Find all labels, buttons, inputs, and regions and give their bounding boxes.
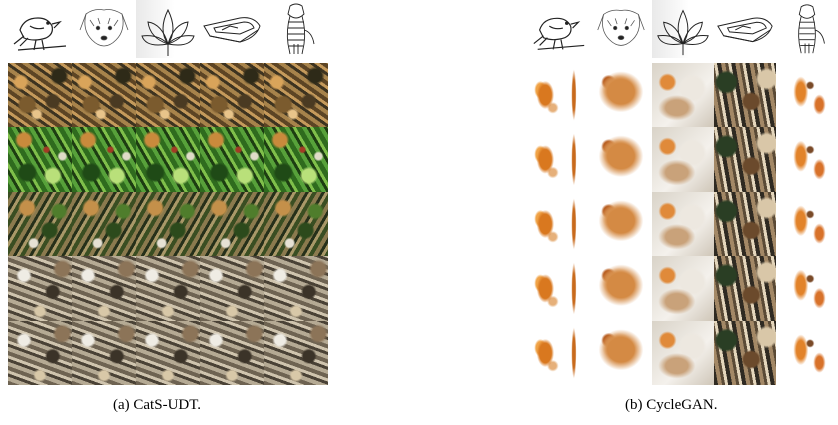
generated-image-tile <box>776 256 838 321</box>
generated-image-tile <box>264 191 328 257</box>
generated-image-tile <box>590 191 652 257</box>
generated-image-tile <box>200 191 264 257</box>
generated-image-tile <box>136 127 200 192</box>
generated-image-tile <box>264 63 328 128</box>
generated-image-tile <box>652 191 714 257</box>
generated-image-tile <box>714 63 776 128</box>
generated-image-tile <box>652 127 714 192</box>
generated-image-tile <box>776 63 838 128</box>
generated-image-tile <box>72 127 136 192</box>
generated-image-tile <box>136 320 200 385</box>
generated-image-tile <box>776 127 838 192</box>
generated-image-tile <box>652 320 714 385</box>
generated-image-tile <box>8 127 72 192</box>
generated-image-tile <box>264 320 328 385</box>
sketch-row <box>8 0 328 58</box>
generated-image-tile <box>72 191 136 257</box>
dog-sketch-icon <box>72 0 136 58</box>
flower-sketch-icon <box>652 0 714 58</box>
generated-image-tile <box>528 256 590 321</box>
generated-image-tile <box>776 191 838 257</box>
bird-sketch-icon <box>528 0 590 58</box>
sketch-row <box>528 0 838 58</box>
generated-image-tile <box>136 256 200 321</box>
flower-sketch-icon <box>136 0 200 58</box>
generated-image-tile <box>714 127 776 192</box>
generated-image-tile <box>8 191 72 257</box>
generated-image-tile <box>200 127 264 192</box>
generated-image-tile <box>264 256 328 321</box>
generated-image-tile <box>590 320 652 385</box>
generated-image-tile <box>714 191 776 257</box>
catsudt-image-grid <box>8 63 328 385</box>
generated-image-tile <box>8 256 72 321</box>
generated-image-tile <box>200 63 264 128</box>
generated-image-tile <box>528 63 590 128</box>
tiger-sketch-icon <box>264 0 328 58</box>
generated-image-tile <box>590 127 652 192</box>
generated-image-tile <box>590 256 652 321</box>
generated-image-tile <box>72 63 136 128</box>
dog-sketch-icon <box>590 0 652 58</box>
bird-sketch-icon <box>8 0 72 58</box>
boat-sketch-icon <box>200 0 264 58</box>
generated-image-tile <box>72 320 136 385</box>
generated-image-tile <box>652 63 714 128</box>
tiger-sketch-icon <box>776 0 838 58</box>
generated-image-tile <box>136 63 200 128</box>
generated-image-tile <box>714 320 776 385</box>
generated-image-tile <box>652 256 714 321</box>
generated-image-tile <box>528 191 590 257</box>
panel-catsudt <box>8 0 328 385</box>
generated-image-tile <box>8 320 72 385</box>
generated-image-tile <box>264 127 328 192</box>
generated-image-tile <box>528 127 590 192</box>
panel-cyclegan <box>528 0 838 385</box>
boat-sketch-icon <box>714 0 776 58</box>
caption-catsudt: (a) CatS-UDT. <box>113 397 202 413</box>
generated-image-tile <box>200 256 264 321</box>
generated-image-tile <box>8 63 72 128</box>
generated-image-tile <box>200 320 264 385</box>
generated-image-tile <box>72 256 136 321</box>
generated-image-tile <box>776 320 838 385</box>
generated-image-tile <box>590 63 652 128</box>
generated-image-tile <box>136 191 200 257</box>
generated-image-tile <box>528 320 590 385</box>
generated-image-tile <box>714 256 776 321</box>
cyclegan-image-grid <box>528 63 838 385</box>
caption-cyclegan: (b) CycleGAN. <box>625 397 718 413</box>
